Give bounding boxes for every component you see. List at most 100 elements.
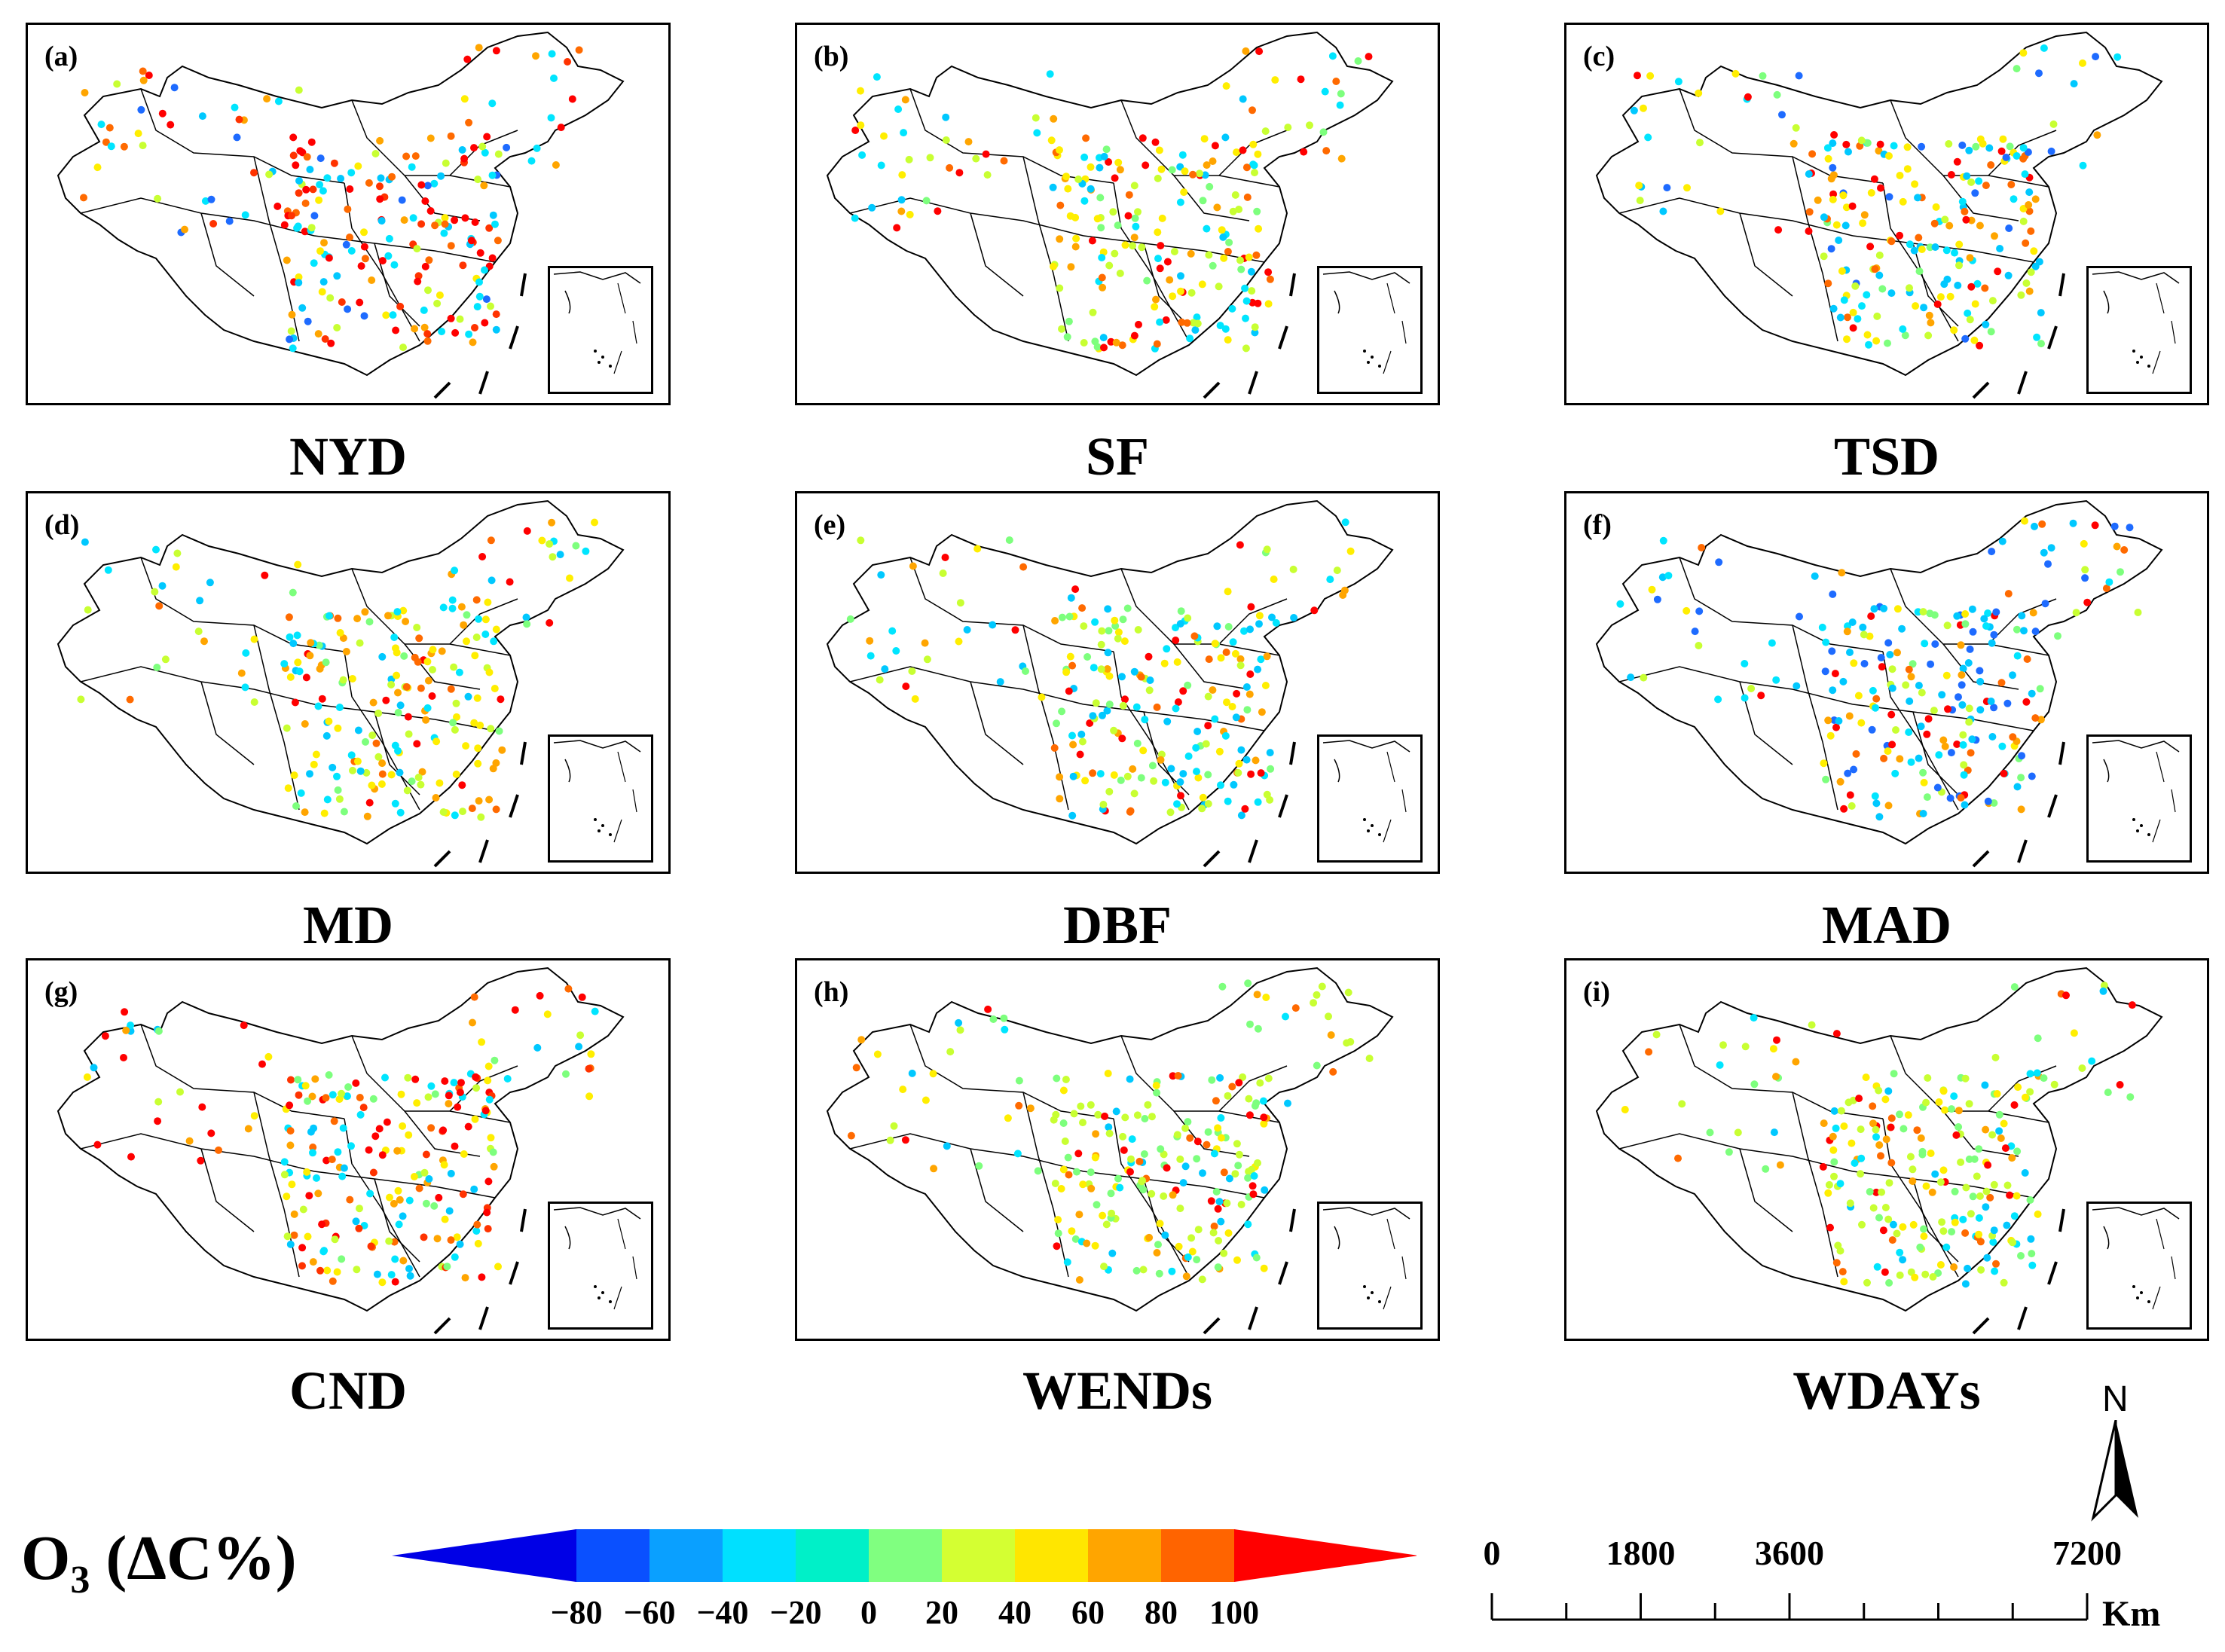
station-dot <box>1772 676 1780 684</box>
station-dot <box>1056 201 1065 209</box>
station-dot <box>371 1132 380 1141</box>
station-dot <box>488 171 497 179</box>
station-dot <box>1235 1150 1243 1159</box>
province-boundary <box>1852 704 2034 731</box>
station-dot <box>1251 169 1258 177</box>
station-dot <box>1827 245 1835 253</box>
station-dot <box>1716 207 1725 215</box>
station-dot <box>1875 1086 1883 1095</box>
station-dot <box>1982 1125 1990 1134</box>
station-dot <box>1131 214 1139 222</box>
station-dot <box>399 606 408 615</box>
station-dot <box>1107 1189 1115 1198</box>
station-dot <box>1118 341 1126 350</box>
station-dot <box>405 730 413 738</box>
station-dot <box>314 330 322 338</box>
station-dot <box>1896 1110 1903 1119</box>
station-dot <box>1846 1199 1854 1208</box>
station-dot <box>413 1099 421 1107</box>
station-dot <box>1774 226 1783 234</box>
station-dot <box>939 569 947 577</box>
station-dot <box>1141 1115 1149 1122</box>
station-dot <box>2027 227 2035 235</box>
station-dot <box>1204 722 1212 730</box>
station-dot <box>126 695 134 704</box>
province-boundary <box>140 1024 345 1119</box>
station-dot <box>344 1083 353 1091</box>
station-dot <box>1075 1276 1083 1284</box>
station-dot <box>1877 654 1885 661</box>
station-dot <box>1983 1254 1991 1262</box>
station-dot <box>575 46 583 54</box>
station-dot <box>1845 712 1854 720</box>
station-dot <box>1951 249 1958 257</box>
station-dot <box>487 302 494 310</box>
station-dot <box>1096 163 1104 172</box>
station-dot <box>1073 1168 1080 1176</box>
station-dot <box>1832 1259 1841 1267</box>
station-dot <box>2003 699 2012 707</box>
station-dot <box>1907 758 1915 766</box>
station-dot <box>329 1277 337 1285</box>
panel-title: DBF <box>1063 895 1172 955</box>
station-dot <box>1832 221 1841 229</box>
station-dot <box>356 1110 365 1119</box>
station-dot <box>393 1147 402 1155</box>
station-dot <box>1986 1193 1994 1202</box>
station-dot <box>337 175 345 182</box>
station-dot <box>387 680 396 689</box>
station-dot <box>1098 254 1106 261</box>
station-dot <box>1943 275 1951 283</box>
station-dot <box>1793 682 1801 690</box>
station-dot <box>1254 665 1262 673</box>
station-dot <box>1160 1192 1168 1200</box>
station-dot <box>1254 798 1262 806</box>
station-dot <box>1646 72 1655 80</box>
station-dot <box>290 1231 298 1239</box>
station-dot <box>478 142 487 151</box>
station-dot <box>411 152 420 160</box>
station-dot <box>1282 1012 1289 1021</box>
station-dot <box>1068 731 1076 740</box>
station-dot <box>1820 252 1828 261</box>
station-dot <box>1034 1167 1042 1175</box>
station-dot <box>396 701 405 710</box>
station-dot <box>2026 1196 2034 1204</box>
province-boundary <box>1988 130 2057 176</box>
station-dot <box>2116 1081 2124 1089</box>
station-dot <box>1244 1174 1252 1182</box>
station-dot <box>201 197 209 205</box>
map-panel: (f) <box>1564 491 2209 874</box>
station-dot <box>868 203 876 212</box>
station-dot <box>1148 1189 1156 1198</box>
station-dot <box>1880 604 1888 612</box>
station-dot <box>1118 673 1126 681</box>
station-dot <box>1893 605 1902 613</box>
station-dot <box>2001 1144 2010 1153</box>
station-dot <box>2025 207 2034 215</box>
station-dot <box>1829 195 1837 203</box>
station-dot <box>331 1235 339 1244</box>
station-dot <box>318 1220 326 1229</box>
station-dot <box>1695 89 1703 97</box>
station-dot <box>371 150 380 157</box>
station-dot <box>1093 1201 1101 1209</box>
station-dot <box>1245 1095 1253 1103</box>
station-dot <box>1955 261 1963 270</box>
station-dot <box>1223 1199 1231 1208</box>
station-dot <box>1109 208 1117 216</box>
station-dot <box>1924 1074 1932 1082</box>
station-dot <box>316 154 325 163</box>
station-dot <box>1068 1227 1076 1235</box>
station-dot <box>941 554 949 561</box>
station-dot <box>1130 234 1138 242</box>
panel-title: MD <box>303 895 393 955</box>
station-dot <box>564 58 572 66</box>
station-dot <box>1830 1158 1838 1166</box>
station-dot <box>1155 146 1163 154</box>
station-dot <box>421 197 429 205</box>
station-dot <box>472 1073 480 1081</box>
station-dot <box>427 1124 436 1132</box>
station-dot <box>1105 627 1113 635</box>
station-dot <box>1939 1227 1948 1235</box>
